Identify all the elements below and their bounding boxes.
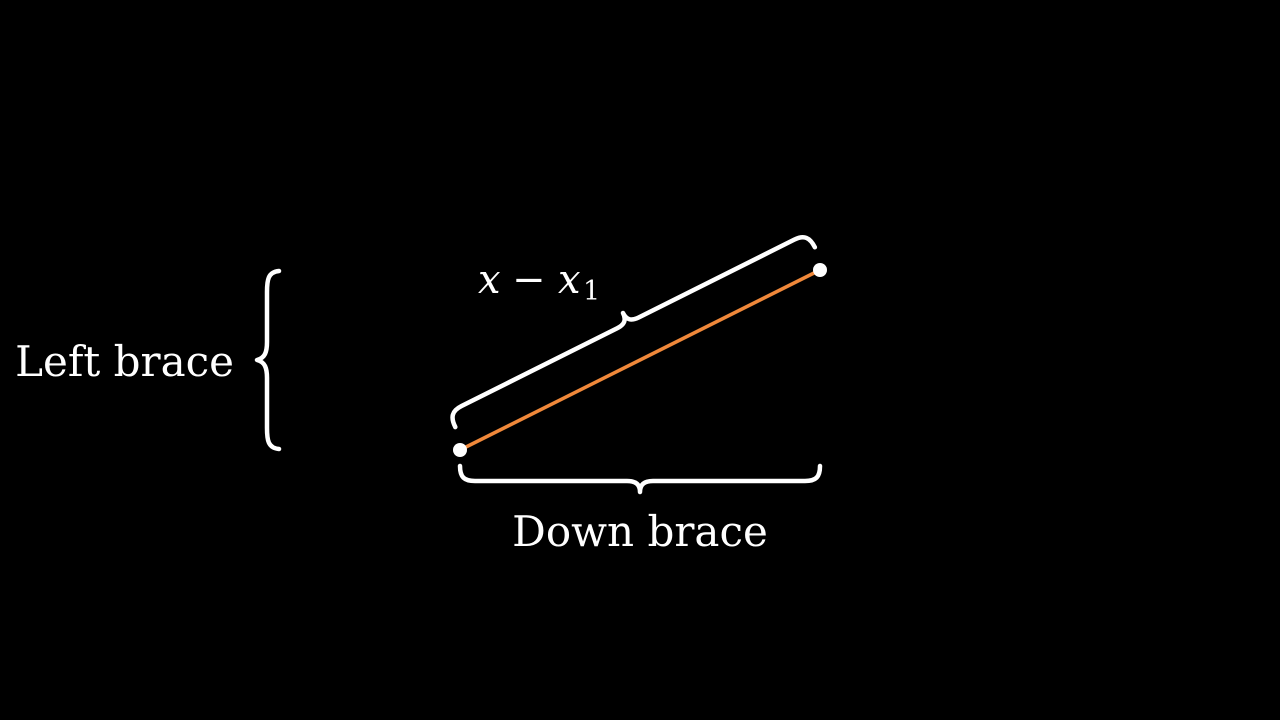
segment-label-variable: x bbox=[478, 257, 501, 303]
left-brace-label: Left brace bbox=[15, 337, 234, 386]
left-brace bbox=[254, 268, 282, 452]
end-point bbox=[813, 263, 827, 277]
down-brace bbox=[457, 463, 823, 495]
segment-label: x − x 1 bbox=[478, 257, 600, 307]
down-brace-label: Down brace bbox=[512, 507, 768, 556]
segment-label-variable-subscripted: x bbox=[558, 257, 581, 303]
slanted-brace bbox=[450, 235, 818, 430]
start-point bbox=[453, 443, 467, 457]
segment-label-operator: − bbox=[512, 257, 546, 303]
line-segment bbox=[458, 268, 822, 452]
segment-label-subscript: 1 bbox=[583, 276, 600, 307]
